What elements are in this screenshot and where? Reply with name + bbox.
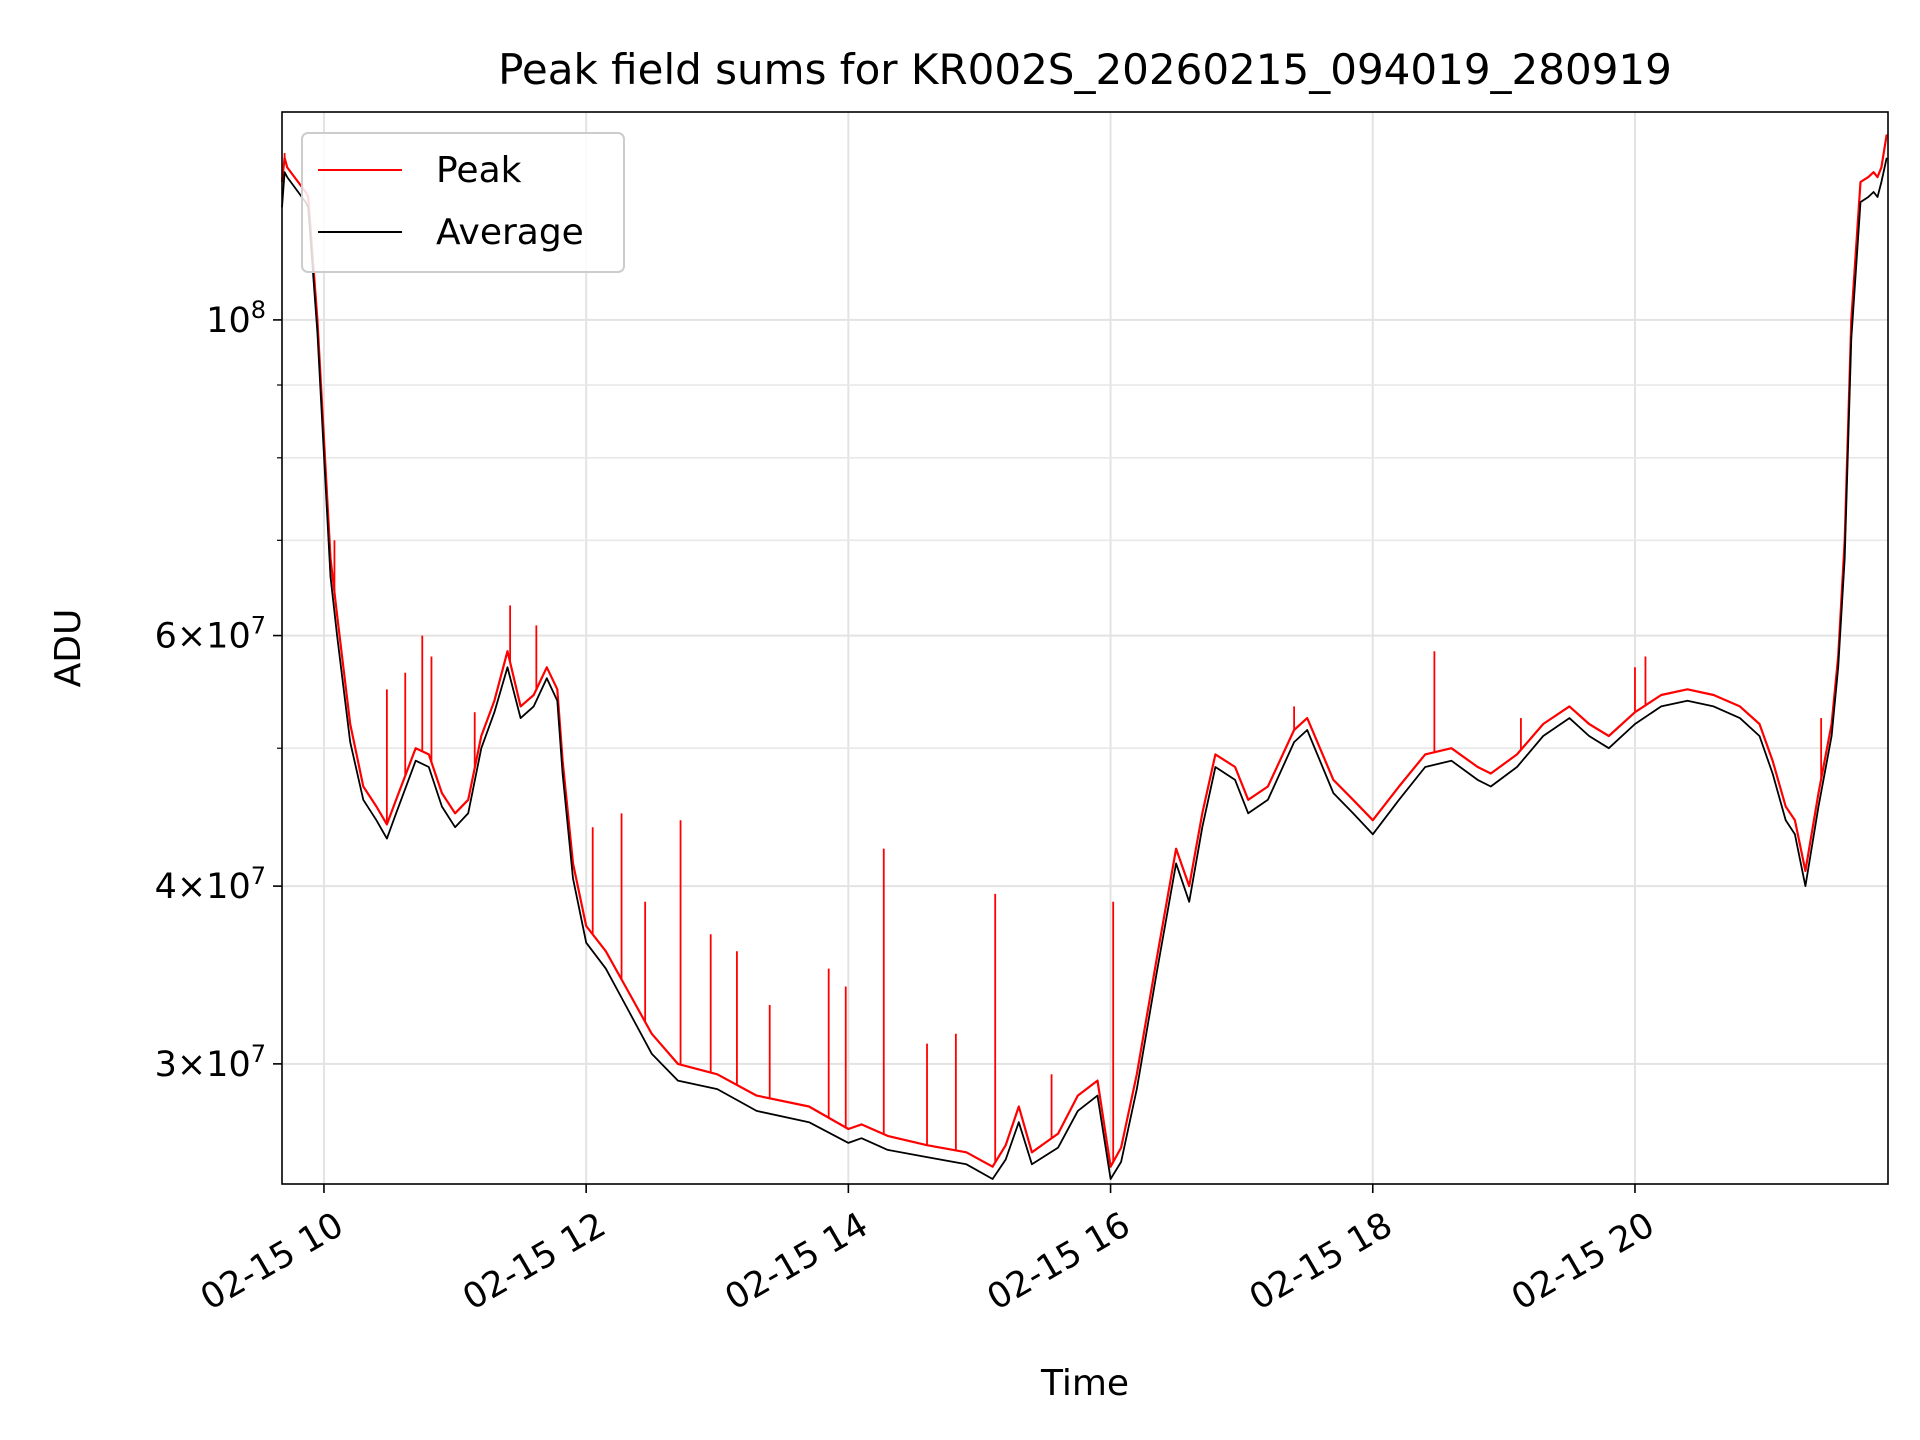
- y-axis-label: ADU: [48, 609, 89, 688]
- plot-frame: [281, 111, 1889, 1185]
- y-tick-label: 6×107: [155, 612, 266, 657]
- y-tick-label: 108: [206, 296, 266, 341]
- series-lines: [280, 134, 1888, 1180]
- series-line-average: [281, 157, 1888, 1180]
- legend: Peak Average: [301, 132, 625, 273]
- legend-label-average: Average: [436, 212, 584, 253]
- x-axis-label: Time: [1040, 1363, 1129, 1404]
- y-tick-label: 3×107: [155, 1040, 266, 1085]
- legend-label-peak: Peak: [436, 150, 522, 191]
- grid-lines: [282, 112, 1888, 1184]
- legend-box: [301, 132, 625, 273]
- y-tick-label: 4×107: [155, 862, 266, 907]
- y-axis: 3×107 4×107 6×107 108: [155, 296, 282, 1085]
- series-line-peak: [280, 134, 1888, 1168]
- chart-title: Peak field sums for KR002S_20260215_0940…: [498, 45, 1672, 94]
